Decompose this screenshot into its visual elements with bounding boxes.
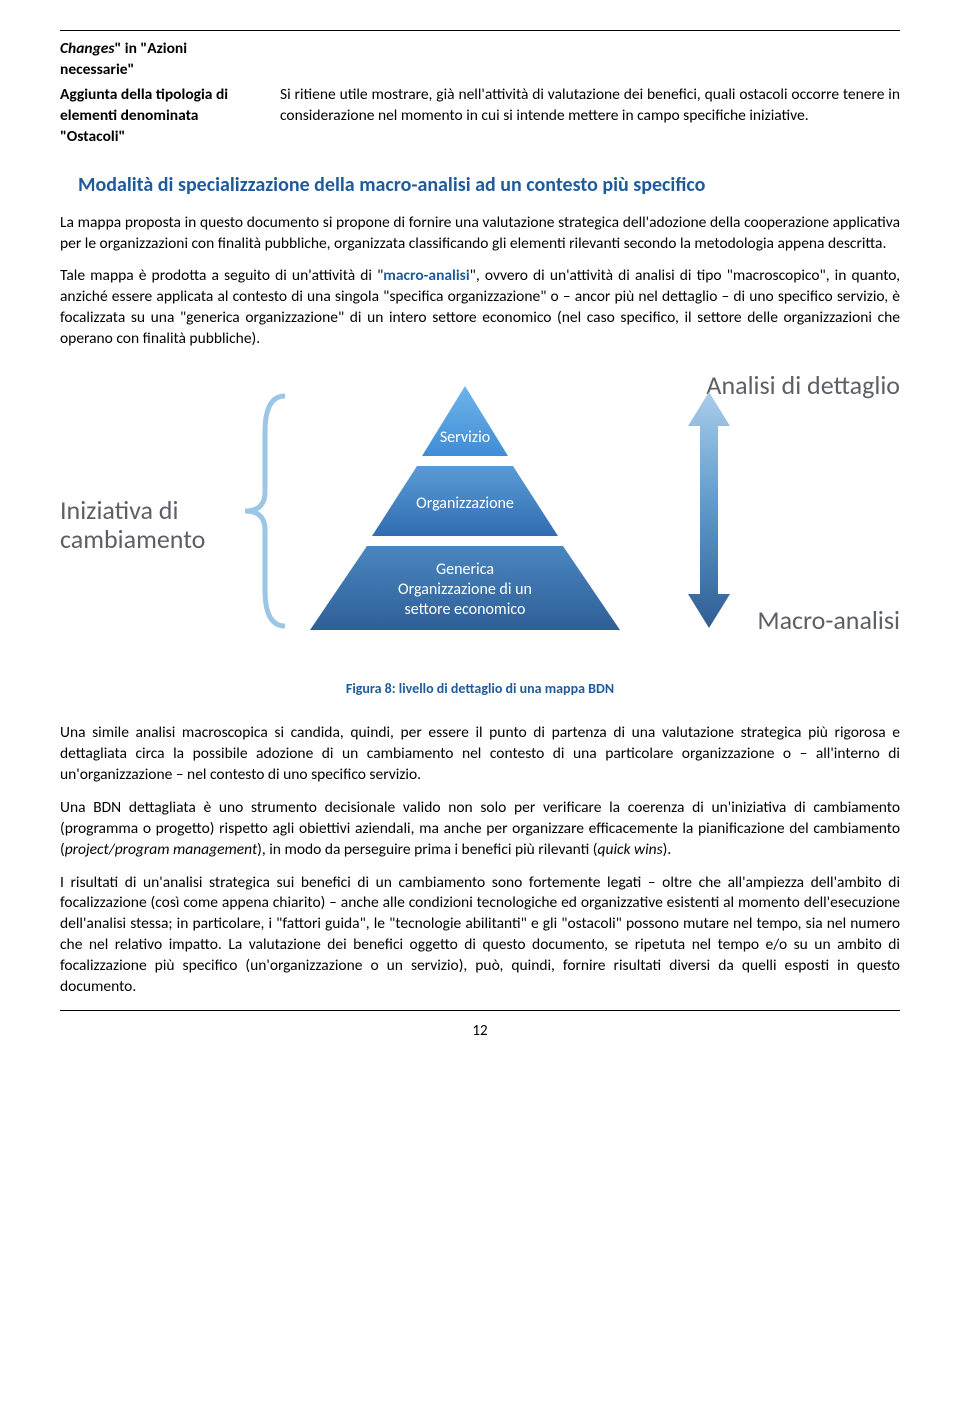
changes-italic: Changes — [60, 39, 114, 58]
table-cell-left: Aggiunta della tipologia di elementi den… — [60, 85, 280, 148]
paragraph-5: I risultati di un'analisi strategica sui… — [60, 873, 900, 999]
paragraph-1: La mappa proposta in questo documento si… — [60, 213, 900, 255]
page-number: 12 — [60, 1021, 900, 1041]
figure-right-top-label: Analisi di dettaglio — [706, 368, 900, 403]
figure-8: Iniziativa di cambiamento Analisi di det… — [60, 368, 900, 658]
changes-rest: " in "Azioni — [114, 39, 187, 58]
top-rule — [60, 30, 900, 31]
table-cell-right: Si ritiene utile mostrare, già nell'atti… — [280, 85, 900, 127]
p2-a: Tale mappa è prodotta a seguito di un'at… — [60, 266, 383, 285]
bracket-icon — [235, 392, 295, 630]
left-label-l2: cambiamento — [60, 523, 205, 555]
section-heading: Modalità di specializzazione della macro… — [78, 172, 900, 199]
table-row: Changes" in "Azioni necessarie" — [60, 37, 900, 83]
paragraph-2: Tale mappa è prodotta a seguito di un'at… — [60, 266, 900, 350]
changes-line2: necessarie" — [60, 60, 134, 79]
table-row: Aggiunta della tipologia di elementi den… — [60, 83, 900, 150]
pyramid-tier1-text: Servizio — [440, 428, 490, 447]
table-cell-left: Changes" in "Azioni necessarie" — [60, 39, 280, 81]
p4-i2: quick wins — [598, 840, 663, 859]
changes-table: Changes" in "Azioni necessarie" Aggiunta… — [60, 37, 900, 150]
p4-b: ), in modo da perseguire prima i benefic… — [257, 840, 597, 859]
figure-right-bottom-label: Macro-analisi — [757, 603, 900, 638]
pyramid-tier3-l3: settore economico — [405, 600, 526, 619]
pyramid-tier3-l1: Generica — [436, 560, 494, 579]
p4-c: ). — [663, 840, 672, 859]
p4-i1: project/program management — [65, 840, 257, 859]
pyramid-tier2-text: Organizzazione — [416, 494, 514, 513]
paragraph-3: Una simile analisi macroscopica si candi… — [60, 723, 900, 786]
figure-caption: Figura 8: livello di dettaglio di una ma… — [60, 680, 900, 699]
paragraph-4: Una BDN dettagliata è uno strumento deci… — [60, 798, 900, 861]
left-label-l1: Iniziativa di — [60, 494, 178, 526]
figure-left-label: Iniziativa di cambiamento — [60, 496, 205, 553]
pyramid-diagram: Servizio Organizzazione Generica Organiz… — [300, 378, 630, 638]
bottom-rule — [60, 1010, 900, 1011]
pyramid-tier3-l2: Organizzazione di un — [398, 580, 532, 599]
row2-l2: elementi denominata — [60, 106, 198, 125]
double-arrow-icon — [686, 390, 732, 630]
macro-analisi-link[interactable]: macro-analisi — [383, 266, 469, 285]
row2-l1: Aggiunta della tipologia di — [60, 85, 228, 104]
row2-l3: "Ostacoli" — [60, 127, 125, 146]
